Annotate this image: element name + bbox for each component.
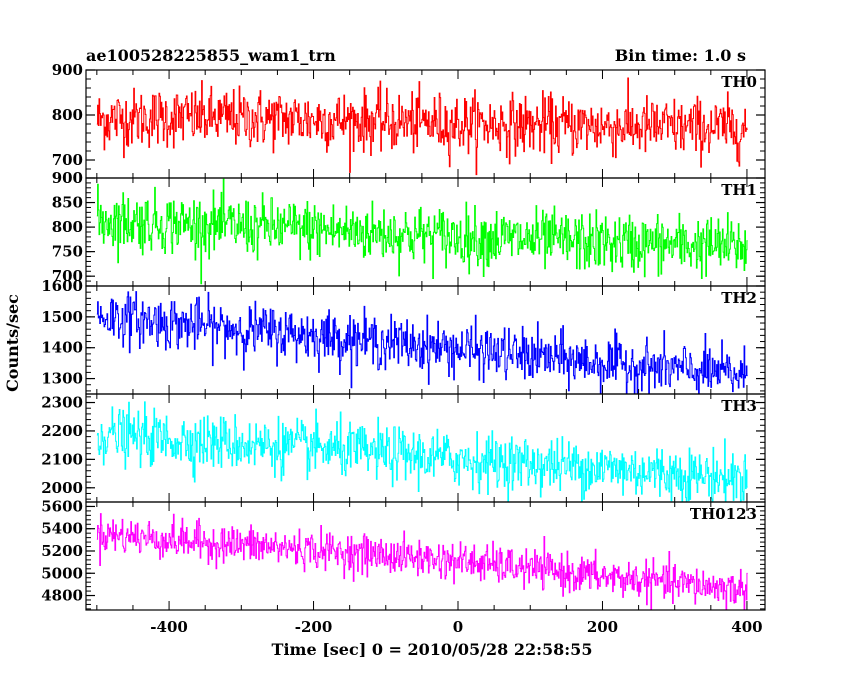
y-axis-label: Counts/sec [3, 294, 22, 392]
y-tick-label: 800 [52, 106, 83, 124]
panel-frame [85, 501, 766, 611]
panel-th0: 700 800 900 TH0 [52, 61, 766, 179]
y-tick-label: 5400 [41, 520, 83, 538]
panel-th3: 2000 2100 2200 2300 TH3 [41, 393, 766, 503]
y-tick-label: 850 [52, 194, 83, 212]
y-tick-label: 900 [52, 61, 83, 79]
y-tick-label: 2300 [41, 394, 83, 412]
y-tick-label: 4800 [41, 587, 83, 605]
panel-th2: 1300 1400 1500 1600 TH2 [41, 277, 766, 395]
y-tick-label: 700 [52, 267, 83, 285]
panel-frame [85, 393, 766, 503]
x-tick-label: 400 [731, 618, 762, 636]
panels-group: 700 800 900 TH0 700 750 800 850 900 TH1 1300 1400 15… [41, 61, 766, 611]
y-tick-label: 2000 [41, 479, 83, 497]
x-tick-label: -200 [295, 618, 333, 636]
y-tick-label: 2100 [41, 450, 83, 468]
series-line-th0 [96, 77, 748, 176]
x-tick-label: -400 [150, 618, 188, 636]
y-tick-label: 800 [52, 218, 83, 236]
x-tick-label: 0 [453, 618, 463, 636]
y-tick-label: 700 [52, 151, 83, 169]
panel-label-th0123: TH0123 [690, 505, 757, 523]
panel-label-th3: TH3 [721, 397, 757, 415]
series-line-th3 [96, 401, 748, 502]
y-tick-label: 750 [52, 243, 83, 261]
panel-label-th2: TH2 [721, 289, 757, 307]
y-tick-label: 2200 [41, 422, 83, 440]
series-line-th0123 [96, 513, 748, 610]
chart-title: ae100528225855_wam1_trn [86, 46, 336, 65]
y-tick-label: 5600 [41, 497, 83, 515]
series-line-th1 [96, 178, 748, 285]
x-tick-label: 200 [587, 618, 618, 636]
bin-time-label: Bin time: 1.0 s [615, 46, 746, 65]
panel-label-th0: TH0 [721, 73, 757, 91]
panel-th1: 700 750 800 850 900 TH1 [52, 169, 766, 287]
panel-th0123: 4800 5000 5200 5400 5600 TH0123 [41, 497, 766, 611]
panel-label-th1: TH1 [721, 181, 757, 199]
y-tick-label: 1400 [41, 339, 83, 357]
y-tick-label: 5200 [41, 542, 83, 560]
y-tick-label: 1500 [41, 308, 83, 326]
y-tick-label: 5000 [41, 564, 83, 582]
x-axis: -400 -200 0 200 400 [150, 618, 762, 636]
y-tick-label: 1300 [41, 370, 83, 388]
x-axis-label: Time [sec] 0 = 2010/05/28 22:58:55 [272, 640, 593, 659]
y-tick-label: 900 [52, 169, 83, 187]
y-tick-label: 1600 [41, 277, 83, 295]
series-line-th2 [96, 291, 748, 394]
